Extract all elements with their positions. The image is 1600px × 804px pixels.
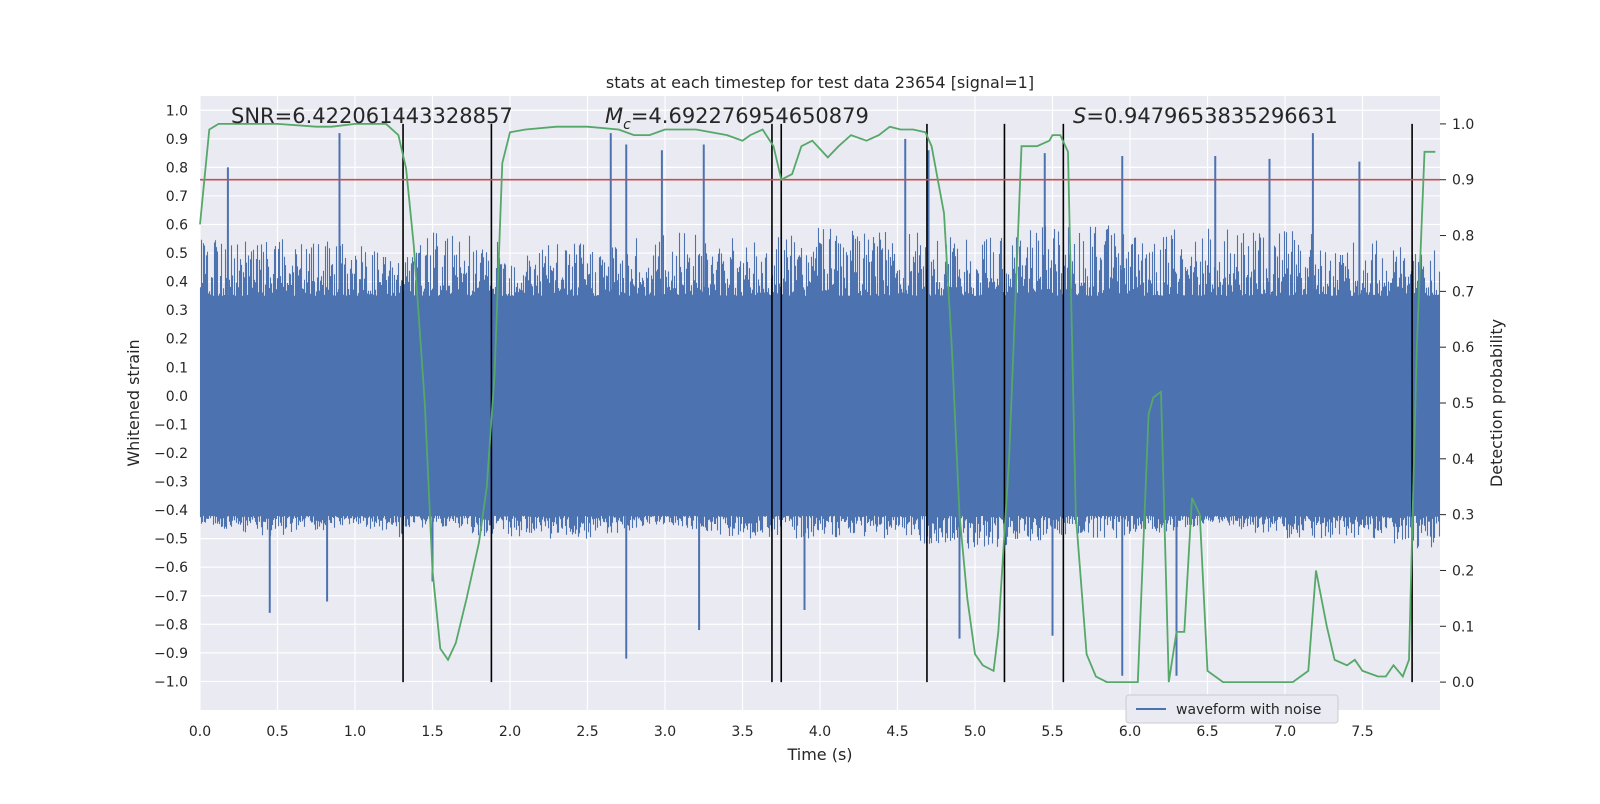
y2-axis-label: Detection probability — [1487, 319, 1506, 487]
y-tick-label: 0.4 — [166, 275, 188, 291]
snr-stat: SNR=6.422061443328857 — [231, 104, 513, 128]
y2-tick-label: 0.9 — [1452, 173, 1474, 189]
y2-tick-label: 0.6 — [1452, 340, 1474, 356]
y-tick-label: 0.6 — [166, 218, 188, 234]
y2-tick-label: 1.0 — [1452, 117, 1474, 133]
y-tick-label: −0.9 — [154, 646, 188, 662]
s-stat: S=0.9479653835296631 — [1073, 104, 1338, 128]
x-tick-label: 3.5 — [731, 724, 753, 740]
y-tick-label: 0.1 — [166, 360, 188, 376]
y2-tick-label: 0.3 — [1452, 508, 1474, 524]
x-axis-ticks: 0.0 0.5 1.0 1.5 2.0 2.5 3.0 3.5 4.0 4.5 5.0 5.5 6.0 6… — [189, 724, 1374, 740]
y-axis-label: Whitened strain — [124, 339, 143, 466]
x-tick-label: 6.5 — [1196, 724, 1218, 740]
chirp-mass-value: =4.692276954650879 — [631, 104, 869, 128]
y-tick-label: 1.0 — [166, 103, 188, 119]
s-value: =0.9479653835296631 — [1086, 104, 1337, 128]
y-tick-label: −0.7 — [154, 589, 188, 605]
x-tick-label: 3.0 — [654, 724, 676, 740]
y2-tick-label: 0.7 — [1452, 284, 1474, 300]
chart-title: stats at each timestep for test data 236… — [606, 73, 1034, 92]
x-tick-label: 0.5 — [266, 724, 288, 740]
x-tick-label: 4.0 — [809, 724, 831, 740]
y2-axis-ticks: 1.0 0.9 0.8 0.7 0.6 0.5 0.4 0.3 0.2 0.1 0.0 — [1440, 117, 1474, 691]
y2-tick-label: 0.5 — [1452, 396, 1474, 412]
x-tick-label: 6.0 — [1119, 724, 1141, 740]
y-tick-label: −0.1 — [154, 417, 188, 433]
y-tick-label: 0.0 — [166, 389, 188, 405]
s-symbol: S — [1073, 104, 1086, 128]
y-tick-label: 0.7 — [166, 189, 188, 205]
detection-probability-line — [199, 123, 1436, 683]
x-tick-label: 7.0 — [1274, 724, 1296, 740]
y-tick-label: −0.3 — [154, 475, 188, 491]
x-tick-label: 1.5 — [421, 724, 443, 740]
legend-label: waveform with noise — [1176, 702, 1321, 718]
x-tick-label: 7.5 — [1351, 724, 1373, 740]
waveform-series — [199, 133, 1441, 676]
y-axis-ticks: 1.0 0.9 0.8 0.7 0.6 0.5 0.4 0.3 0.2 0.1 0.0 −0.1 −0.… — [154, 103, 188, 690]
y2-tick-label: 0.8 — [1452, 229, 1474, 245]
y-tick-label: −0.5 — [154, 532, 188, 548]
y-tick-label: 0.8 — [166, 160, 188, 176]
y-tick-label: 0.5 — [166, 246, 188, 262]
x-tick-label: 4.5 — [886, 724, 908, 740]
event-markers — [402, 123, 1413, 683]
y2-tick-label: 0.2 — [1452, 563, 1474, 579]
x-tick-label: 5.5 — [1041, 724, 1063, 740]
waveform-noise — [199, 225, 1441, 549]
legend: waveform with noise — [1125, 694, 1339, 724]
y-tick-label: −0.8 — [154, 617, 188, 633]
x-tick-label: 2.5 — [576, 724, 598, 740]
chirp-mass-symbol: M — [605, 104, 623, 128]
y-tick-label: −0.6 — [154, 560, 188, 576]
chirp-mass-subscript: c — [623, 117, 631, 133]
x-tick-label: 2.0 — [499, 724, 521, 740]
chirp-mass-stat: Mc=4.692276954650879 — [605, 104, 869, 133]
y-tick-label: −1.0 — [154, 674, 188, 690]
y2-tick-label: 0.0 — [1452, 675, 1474, 691]
x-tick-label: 1.0 — [344, 724, 366, 740]
x-tick-label: 5.0 — [964, 724, 986, 740]
x-tick-label: 0.0 — [189, 724, 211, 740]
y-tick-label: −0.2 — [154, 446, 188, 462]
legend-box — [1125, 694, 1339, 724]
y-tick-label: 0.9 — [166, 132, 188, 148]
y-tick-label: −0.4 — [154, 503, 188, 519]
y-tick-label: 0.2 — [166, 332, 188, 348]
y2-tick-label: 0.1 — [1452, 619, 1474, 635]
y-tick-label: 0.3 — [166, 303, 188, 319]
x-axis-label: Time (s) — [786, 745, 852, 764]
y2-tick-label: 0.4 — [1452, 452, 1474, 468]
